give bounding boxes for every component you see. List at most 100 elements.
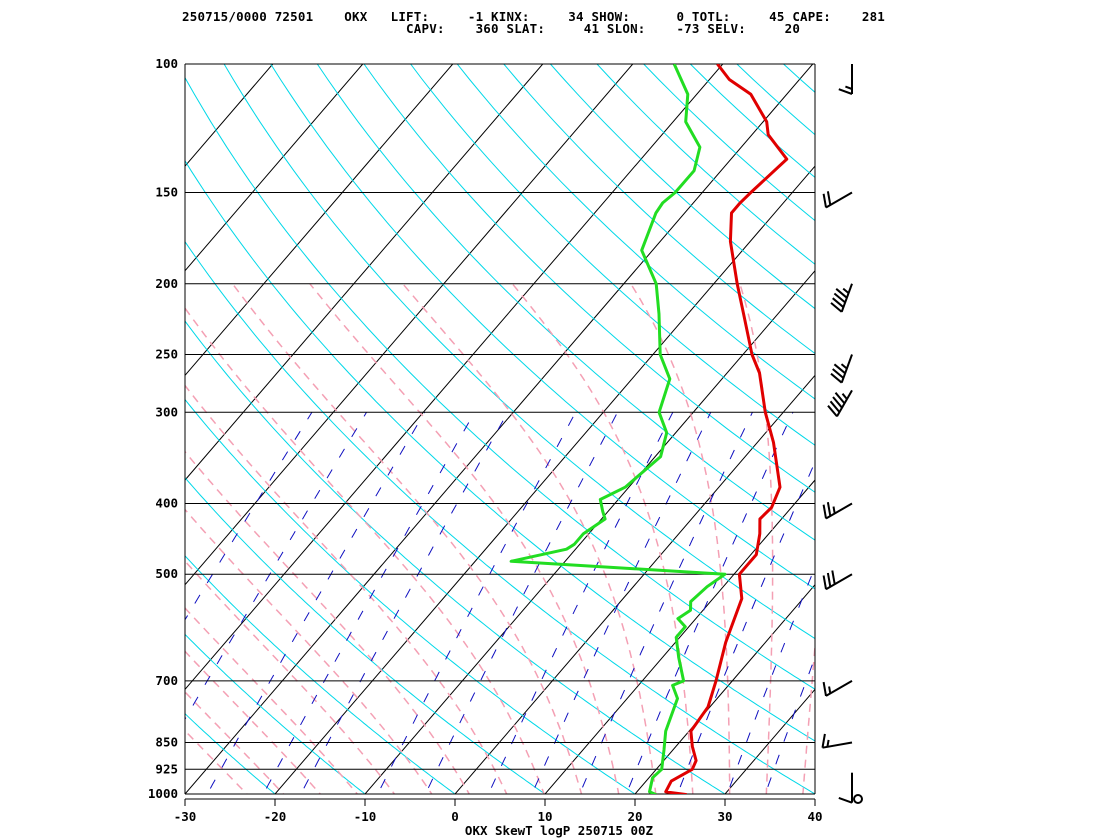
mixing-ratio-line xyxy=(185,412,367,721)
dry-adiabat-line xyxy=(643,64,815,222)
wind-barb-flag xyxy=(829,400,841,413)
isotherm-line xyxy=(634,583,815,794)
moist-adiabat-line xyxy=(185,508,433,794)
wind-barb-flag xyxy=(835,288,848,299)
moist-adiabat-line xyxy=(231,283,583,794)
dry-adiabat-line xyxy=(456,64,815,400)
dry-adiabat-line xyxy=(185,633,366,794)
wind-barb-flag xyxy=(832,368,845,379)
sounding-header-line-1: 250715/0000 72501 OKX LIFT: -1 KINX: 34 … xyxy=(182,9,886,24)
wind-barb-flag xyxy=(838,88,853,95)
dry-adiabat-line xyxy=(316,64,815,541)
isotherm-line xyxy=(185,64,634,586)
wind-barb-half-flag xyxy=(845,85,853,90)
moist-adiabat-line xyxy=(185,560,396,794)
wind-barb-staff xyxy=(825,502,853,520)
temperature-tick-label: 40 xyxy=(807,809,822,824)
dry-adiabat-line xyxy=(270,64,815,590)
mixing-ratio-line xyxy=(579,412,753,794)
mixing-ratio-line xyxy=(487,412,674,794)
pressure-tick-label: 300 xyxy=(155,404,178,419)
isobars xyxy=(185,63,815,795)
pressure-tick-label: 850 xyxy=(155,734,178,749)
moist-adiabat-line xyxy=(185,450,471,794)
wind-barb-staff xyxy=(822,741,853,749)
isotherm-line xyxy=(892,48,1120,810)
mixing-ratio-line xyxy=(625,412,794,794)
dry-adiabat-line xyxy=(185,712,276,794)
moist-adiabat-line xyxy=(185,729,248,794)
wind-barb-flag xyxy=(831,570,836,585)
temperature-tick-label: -20 xyxy=(264,809,287,824)
background-lines xyxy=(0,48,1120,810)
wind-barb xyxy=(822,502,853,520)
wind-barb-flag xyxy=(822,681,827,697)
wind-barb-flag xyxy=(822,504,827,519)
chart-title: OKX SkewT logP 250715 00Z xyxy=(465,823,654,838)
pressure-tick-label: 925 xyxy=(155,761,178,776)
wind-barb xyxy=(830,354,853,384)
moist-adiabat-line xyxy=(185,606,359,794)
pressure-tick-label: 500 xyxy=(155,566,178,581)
wind-barb-staff xyxy=(825,573,853,591)
dry-adiabat-line xyxy=(185,320,726,794)
pressure-tick-label: 150 xyxy=(155,185,178,200)
wind-barb xyxy=(830,283,853,313)
moist-adiabat-line xyxy=(185,306,545,794)
wind-barb-flag xyxy=(826,572,832,587)
isotherm-line xyxy=(0,48,197,810)
isotherm-line xyxy=(0,48,107,810)
isotherm-line xyxy=(364,269,815,794)
moist-adiabat-line xyxy=(185,690,285,794)
wind-barb-staff xyxy=(825,680,853,697)
plot-frame xyxy=(184,64,816,806)
wind-barb-flag xyxy=(821,733,826,748)
dry-adiabat-line xyxy=(185,240,815,794)
isotherm-line xyxy=(185,64,274,167)
pressure-tick-label: 400 xyxy=(155,496,178,511)
wind-barb-flag xyxy=(827,405,838,418)
wind-barb-flag xyxy=(826,502,832,517)
wind-barbs xyxy=(821,64,863,804)
isotherm-line xyxy=(185,64,724,691)
moist-adiabat-line xyxy=(185,384,508,794)
wind-barb-flag xyxy=(832,396,843,409)
mixing-ratio-line xyxy=(726,566,815,794)
moist-adiabat-line xyxy=(511,283,694,794)
pressure-tick-label: 100 xyxy=(155,56,178,71)
wind-barb-flag xyxy=(830,372,843,384)
isotherm-line xyxy=(274,165,815,794)
sounding-header-line-2: CAPV: 360 SLAT: 41 SLON: -73 SELV: 20 xyxy=(182,21,801,36)
dry-adiabat-line xyxy=(503,64,815,355)
temperature-tick-label: 0 xyxy=(451,809,459,824)
dewpoint-profile-line xyxy=(509,64,727,794)
mixing-ratio-line xyxy=(424,412,618,794)
dry-adiabat-line xyxy=(223,64,815,640)
wind-barb-flag xyxy=(833,363,846,375)
dry-adiabat-line xyxy=(185,159,815,742)
wind-barb xyxy=(822,191,853,209)
wind-barb xyxy=(838,64,853,95)
pressure-tick-label: 250 xyxy=(155,346,178,361)
pressure-tick-label: 200 xyxy=(155,276,178,291)
wind-barb-flag xyxy=(833,292,846,304)
temperature-tick-label: -10 xyxy=(354,809,377,824)
dry-adiabat-line xyxy=(185,555,456,794)
wind-barb xyxy=(822,570,853,591)
wind-barb xyxy=(838,772,853,804)
wind-barb xyxy=(827,389,853,418)
mixing-ratio-line xyxy=(676,461,815,794)
wind-barb-staff xyxy=(825,191,853,209)
dry-adiabat-line xyxy=(409,64,815,446)
wind-barb-calm xyxy=(853,794,863,804)
moist-adiabat-line xyxy=(802,637,815,794)
temperature-tick-label: 30 xyxy=(717,809,732,824)
isotherm-line xyxy=(185,64,364,272)
wind-barb-flag xyxy=(822,575,827,590)
temperature-tick-label: -30 xyxy=(174,809,197,824)
moist-adiabat-line xyxy=(309,283,620,794)
wind-barb-flag xyxy=(838,796,853,804)
dry-adiabat-line xyxy=(689,64,815,179)
wind-barb-half-flag xyxy=(840,363,848,370)
wind-barb-flag xyxy=(834,392,846,405)
